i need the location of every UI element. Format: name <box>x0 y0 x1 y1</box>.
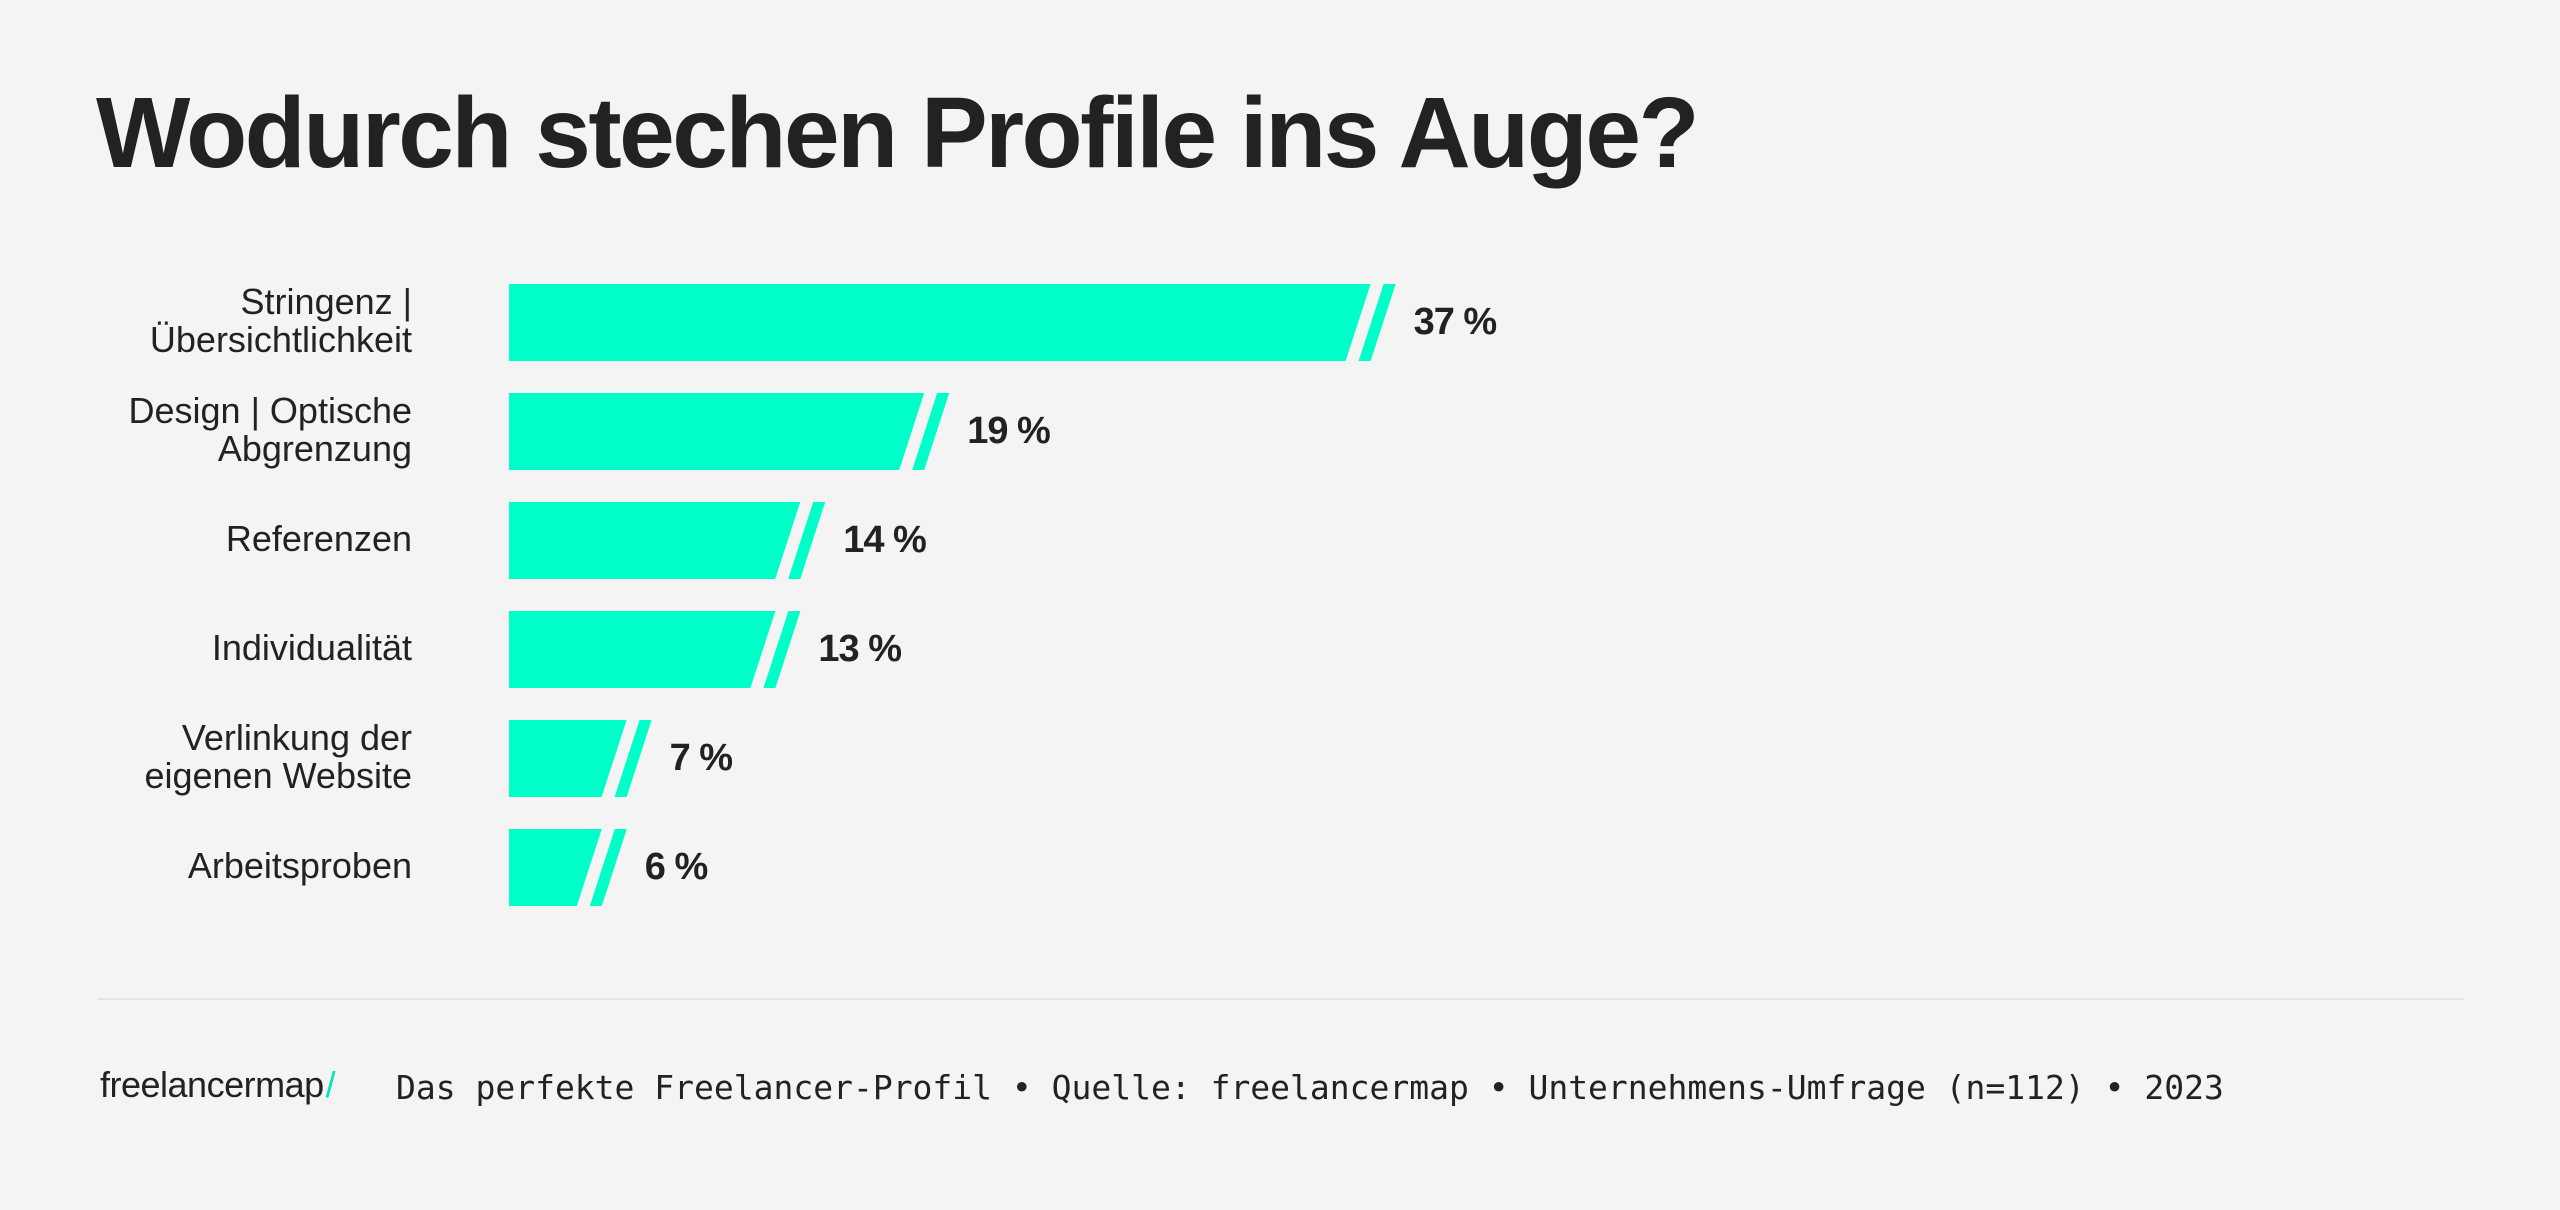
category-label: Verlinkung der eigenen Website <box>12 716 412 796</box>
bar-slash <box>788 502 826 579</box>
category-label: Arbeitsproben <box>12 844 412 886</box>
bar-chart <box>509 284 1396 906</box>
bar <box>509 720 627 797</box>
category-label: Referenzen <box>12 517 412 559</box>
logo-text: freelancermap <box>100 1064 324 1105</box>
category-label-line: eigenen Website <box>144 754 412 796</box>
value-label: 37 % <box>1413 301 1498 343</box>
value-label: 7 % <box>669 737 733 779</box>
category-label: Stringenz | Übersichtlichkeit <box>12 280 412 360</box>
bar-slash <box>1358 284 1396 361</box>
bar-slash <box>912 393 950 470</box>
category-label-line: Individualität <box>211 626 412 668</box>
category-label-line: Abgrenzung <box>217 427 412 469</box>
chart-title: Wodurch stechen Profile ins Auge? <box>96 77 1700 189</box>
bar-slash <box>763 611 801 688</box>
bar-slash <box>589 829 627 906</box>
bar <box>509 611 776 688</box>
value-label: 14 % <box>843 519 927 561</box>
bar <box>509 829 602 906</box>
category-label: Design | Optische Abgrenzung <box>12 389 412 469</box>
category-label-line: Stringenz | <box>240 280 412 322</box>
bar <box>509 502 801 579</box>
value-label: 6 % <box>644 846 708 888</box>
bar <box>509 284 1371 361</box>
category-label-line: Verlinkung der <box>181 716 412 758</box>
bar-slash <box>614 720 652 797</box>
category-label: Individualität <box>12 626 412 668</box>
logo-slash: / <box>325 1064 336 1105</box>
value-label: 13 % <box>818 628 902 670</box>
freelancermap-logo: freelancermap/ <box>100 1064 336 1106</box>
category-label-line: Referenzen <box>225 517 412 559</box>
bar <box>509 393 925 470</box>
source-note: Das perfekte Freelancer-Profil • Quelle:… <box>396 1068 2224 1107</box>
value-label: 19 % <box>967 410 1051 452</box>
category-label-line: Arbeitsproben <box>187 844 412 886</box>
category-label-line: Übersichtlichkeit <box>149 318 412 360</box>
divider <box>98 998 2464 1000</box>
category-label-line: Design | Optische <box>128 389 412 431</box>
